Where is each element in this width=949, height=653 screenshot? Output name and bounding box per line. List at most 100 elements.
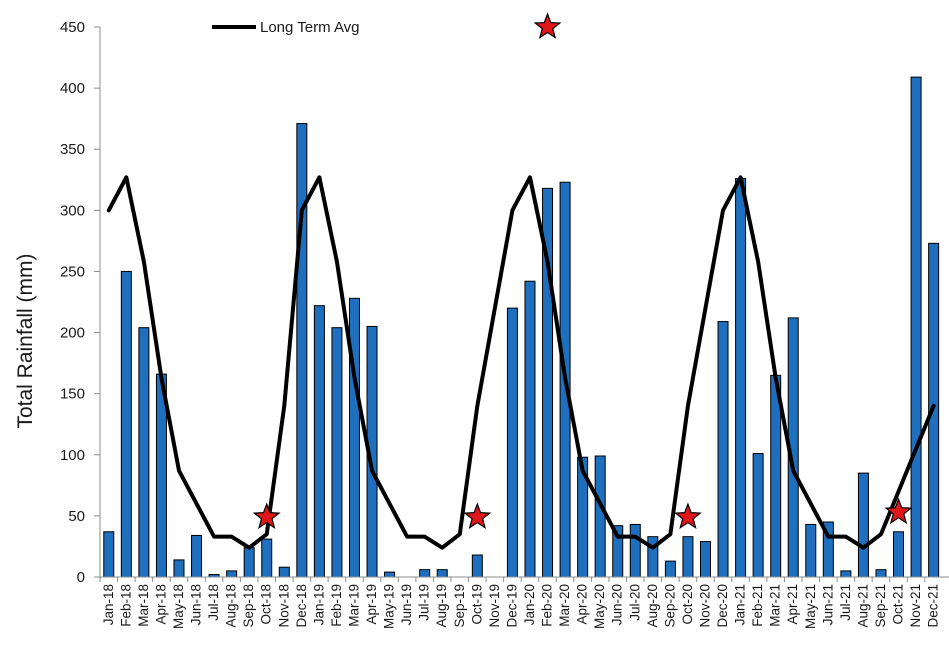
x-tick-label-jan-19: Jan-19 [311, 584, 326, 625]
x-tick-label-jun-20: Jun-20 [610, 584, 625, 625]
legend-label-long-term-avg: Long Term Avg [260, 19, 360, 36]
y-tick-label: 200 [60, 325, 85, 342]
y-tick-label: 350 [60, 141, 85, 158]
x-tick-label-dec-20: Dec-20 [715, 584, 730, 628]
y-axis-label: Total Rainfall (mm) [14, 253, 37, 428]
bar-may-20 [594, 455, 606, 578]
x-tick-label-dec-19: Dec-19 [504, 584, 519, 628]
star-marker-oct-18 [252, 502, 281, 530]
bar-nov-21 [910, 76, 922, 578]
x-tick-label-dec-21: Dec-21 [926, 584, 941, 628]
x-tick-label-feb-21: Feb-21 [750, 584, 765, 627]
bar-aug-19 [436, 569, 448, 578]
x-tick-label-oct-20: Oct-20 [680, 584, 695, 625]
x-tick-label-apr-19: Apr-19 [364, 584, 379, 625]
bar-sep-20 [664, 560, 676, 578]
bar-mar-19 [348, 297, 360, 578]
bar-jul-20 [629, 523, 641, 578]
line-layer [106, 175, 936, 550]
x-tick-label-mar-20: Mar-20 [557, 584, 572, 627]
bar-sep-18 [243, 547, 255, 578]
x-tick-label-feb-19: Feb-19 [329, 584, 344, 627]
bar-nov-20 [699, 541, 711, 578]
x-tick-label-nov-19: Nov-19 [487, 584, 502, 628]
bar-may-21 [805, 523, 817, 578]
y-tick-label: 100 [60, 447, 85, 464]
x-tick-label-nov-18: Nov-18 [276, 584, 291, 628]
bar-dec-18 [296, 123, 308, 578]
x-tick-label-nov-21: Nov-21 [908, 584, 923, 628]
long-term-avg-line [106, 175, 936, 550]
bar-may-18 [173, 559, 185, 578]
star-marker-feb-20 [533, 12, 562, 39]
bar-dec-19 [506, 307, 518, 578]
bar-nov-18 [278, 566, 290, 578]
x-tick-label-may-21: May-21 [803, 584, 818, 629]
bar-jul-21 [840, 570, 852, 578]
y-tick-label: 150 [60, 386, 85, 403]
bar-mar-18 [138, 327, 150, 578]
x-tick-label-may-20: May-20 [592, 584, 607, 629]
x-tick-label-sep-19: Sep-19 [452, 584, 467, 628]
legend: Long Term Avg [212, 19, 360, 36]
bar-feb-19 [331, 327, 343, 578]
bar-feb-21 [752, 453, 764, 578]
star-marker-oct-20 [673, 502, 702, 530]
x-tick-label-oct-19: Oct-19 [469, 584, 484, 625]
bar-jan-18 [103, 531, 115, 578]
x-tick-label-nov-20: Nov-20 [697, 584, 712, 628]
x-tick-label-apr-21: Apr-21 [785, 584, 800, 625]
bar-may-19 [384, 571, 396, 578]
x-tick-label-jan-20: Jan-20 [522, 584, 537, 625]
bar-aug-21 [857, 472, 869, 578]
x-tick-label-aug-20: Aug-20 [645, 584, 660, 628]
x-tick-label-jun-18: Jun-18 [189, 584, 204, 625]
x-tick-label-aug-19: Aug-19 [434, 584, 449, 628]
bar-jan-20 [524, 280, 536, 578]
y-tick-label: 50 [68, 508, 85, 525]
bar-dec-20 [717, 321, 729, 578]
bar-jun-18 [191, 534, 203, 578]
x-tick-label-aug-21: Aug-21 [855, 584, 870, 628]
bar-jul-19 [419, 569, 431, 578]
x-tick-label-dec-18: Dec-18 [294, 584, 309, 628]
bar-sep-21 [875, 569, 887, 578]
x-tick-label-jul-18: Jul-18 [206, 584, 221, 621]
bar-aug-18 [226, 570, 238, 578]
x-tick-label-oct-18: Oct-18 [259, 584, 274, 625]
y-tick-label: 0 [77, 569, 85, 586]
x-tick-label-mar-19: Mar-19 [346, 584, 361, 627]
x-tick-label-oct-21: Oct-21 [891, 584, 906, 625]
x-tick-label-jul-21: Jul-21 [838, 584, 853, 621]
x-tick-label-apr-20: Apr-20 [575, 584, 590, 625]
x-tick-label-aug-18: Aug-18 [224, 584, 239, 628]
bar-feb-18 [120, 270, 132, 578]
bar-jan-19 [313, 305, 325, 578]
x-tick-label-mar-18: Mar-18 [136, 584, 151, 627]
y-tick-label: 300 [60, 202, 85, 219]
x-tick-label-sep-20: Sep-20 [662, 584, 677, 628]
x-tick-label-may-19: May-19 [382, 584, 397, 629]
bar-oct-21 [893, 531, 905, 578]
x-tick-label-apr-18: Apr-18 [153, 584, 168, 625]
x-tick-label-sep-21: Sep-21 [873, 584, 888, 628]
x-tick-label-jun-21: Jun-21 [820, 584, 835, 625]
star-markers-layer [252, 12, 913, 530]
x-tick-label-mar-21: Mar-21 [768, 584, 783, 627]
bar-jan-21 [735, 178, 747, 578]
bar-oct-20 [682, 536, 694, 578]
x-tick-label-sep-18: Sep-18 [241, 584, 256, 628]
bar-oct-19 [471, 554, 483, 578]
x-tick-label-jan-21: Jan-21 [733, 584, 748, 625]
y-tick-label: 250 [60, 263, 85, 280]
bar-oct-18 [261, 538, 273, 578]
bars-layer [103, 76, 940, 578]
x-tick-label-feb-20: Feb-20 [540, 584, 555, 627]
y-tick-label: 400 [60, 80, 85, 97]
x-tick-label-jul-20: Jul-20 [627, 584, 642, 621]
y-tick-label: 450 [60, 19, 85, 36]
x-tick-label-jul-19: Jul-19 [417, 584, 432, 621]
